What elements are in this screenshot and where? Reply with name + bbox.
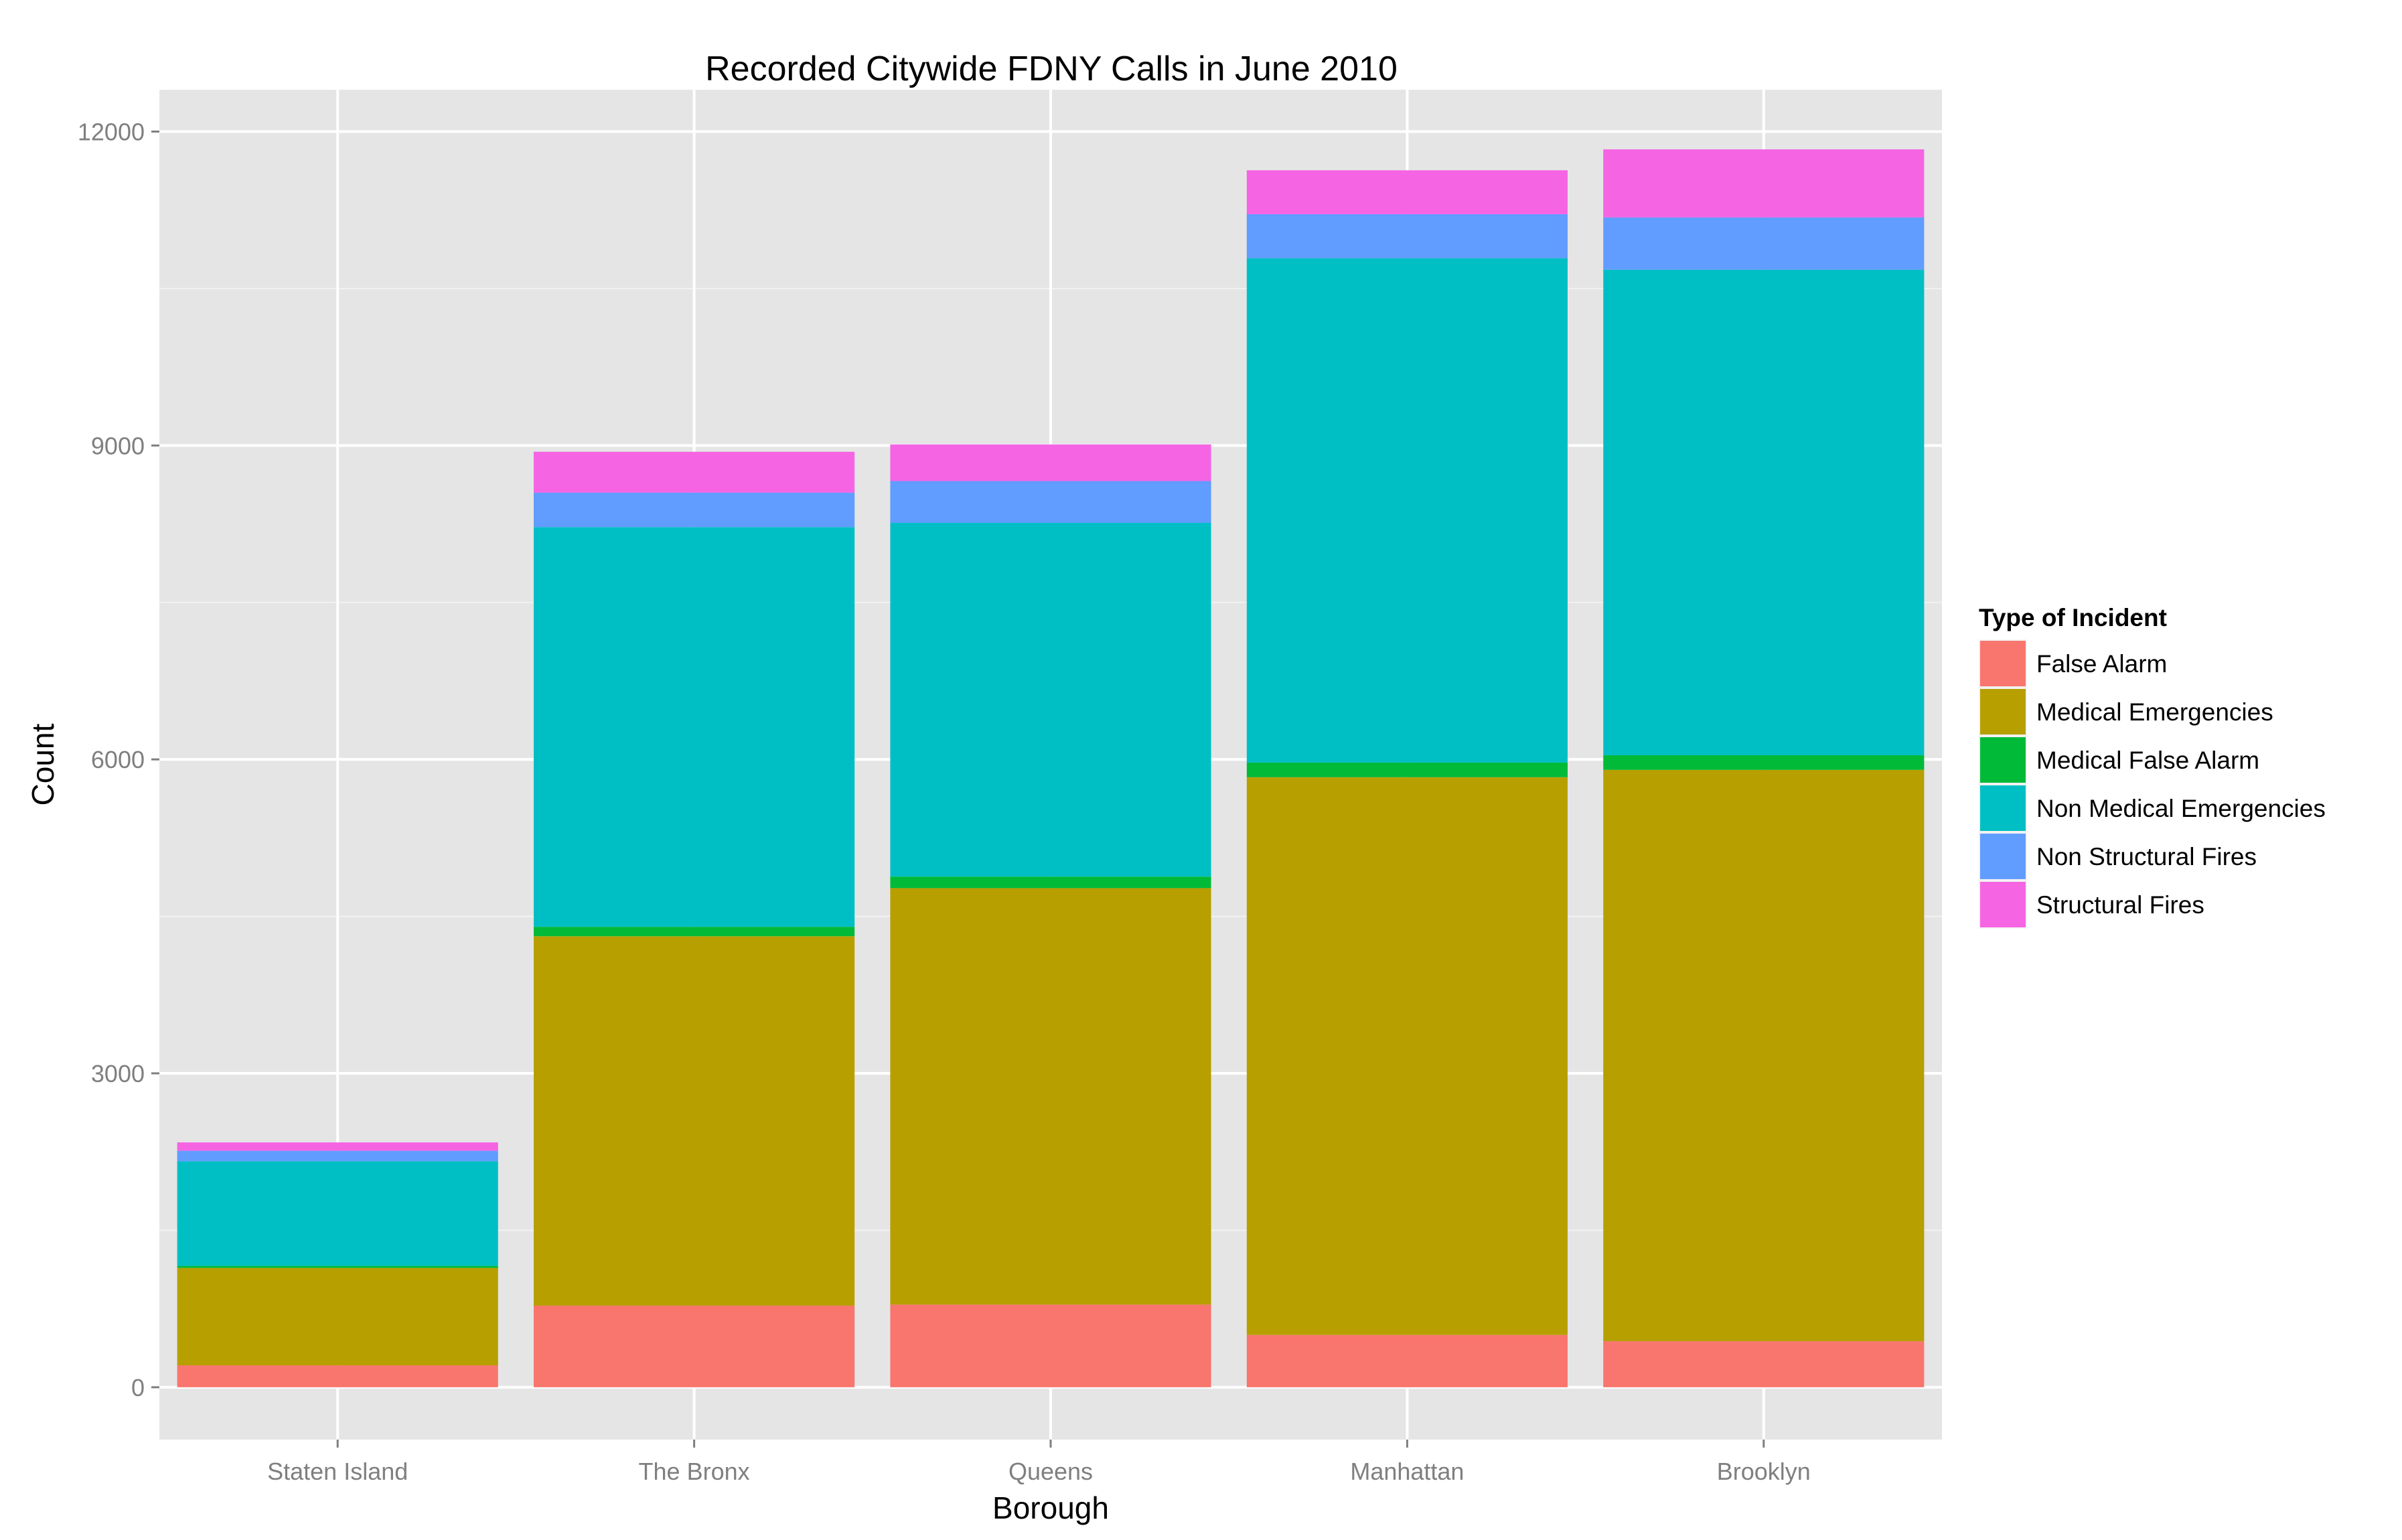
- x-tick-label: Manhattan: [1350, 1458, 1464, 1485]
- bar-segment: [1246, 777, 1568, 1335]
- legend-label: Medical Emergencies: [2036, 698, 2273, 726]
- x-tick-label: The Bronx: [639, 1458, 750, 1485]
- legend-label: Non Medical Emergencies: [2036, 795, 2326, 822]
- legend-items: False Alarm Medical Emergencies Medical Fa…: [1979, 639, 2326, 929]
- bar-segment: [1603, 269, 1925, 755]
- bar-segment: [1603, 217, 1925, 270]
- bar-segment: [890, 1304, 1211, 1387]
- legend-label: Medical False Alarm: [2036, 747, 2259, 774]
- bar-segment: [890, 888, 1211, 1305]
- x-axis-label: Borough: [992, 1490, 1109, 1525]
- legend-label: False Alarm: [2036, 650, 2167, 678]
- legend: Type of Incident False Alarm Medical Emer…: [1979, 604, 2326, 929]
- bars: [177, 149, 1925, 1387]
- legend-swatch: [1980, 882, 2026, 927]
- bar-segment: [1603, 149, 1925, 218]
- bar-segment: [890, 481, 1211, 523]
- bar-segment: [1246, 214, 1568, 258]
- x-tick-label: Queens: [1008, 1458, 1093, 1485]
- legend-label: Structural Fires: [2036, 891, 2204, 919]
- legend-swatch: [1980, 737, 2026, 783]
- y-tick-label: 6000: [91, 746, 145, 773]
- legend-label: Non Structural Fires: [2036, 843, 2257, 870]
- bar-segment: [534, 927, 855, 937]
- bar-segment: [177, 1267, 498, 1366]
- bar-segment: [534, 451, 855, 493]
- y-tick-label: 0: [131, 1374, 145, 1401]
- bar-segment: [177, 1161, 498, 1266]
- bar-segment: [177, 1150, 498, 1162]
- bar-segment: [1246, 762, 1568, 777]
- y-axis-label: Count: [25, 723, 60, 805]
- bar-segment: [1246, 1334, 1568, 1387]
- bar-segment: [1246, 170, 1568, 214]
- bar-segment: [534, 527, 855, 927]
- bar-segment: [890, 444, 1211, 481]
- bar-segment: [1603, 1341, 1925, 1387]
- y-tick-label: 3000: [91, 1060, 145, 1087]
- bar-segment: [534, 1305, 855, 1387]
- y-tick-label: 9000: [91, 432, 145, 459]
- bar-segment: [177, 1142, 498, 1151]
- y-tick-label: 12000: [78, 119, 145, 146]
- legend-swatch: [1980, 641, 2026, 686]
- bar-segment: [890, 522, 1211, 877]
- y-axis: 0 3000 6000 9000 12000: [78, 119, 159, 1401]
- bar-segment: [890, 876, 1211, 889]
- legend-swatch: [1980, 689, 2026, 735]
- bar-segment: [1603, 769, 1925, 1342]
- legend-swatch: [1980, 785, 2026, 831]
- bar-segment: [177, 1265, 498, 1268]
- x-tick-label: Brooklyn: [1717, 1458, 1811, 1485]
- bar-segment: [177, 1365, 498, 1387]
- bar-segment: [534, 936, 855, 1306]
- bar-segment: [1603, 755, 1925, 770]
- bar-segment: [1246, 258, 1568, 763]
- bar-segment: [534, 492, 855, 528]
- chart-title: Recorded Citywide FDNY Calls in June 201…: [705, 50, 1398, 88]
- x-tick-label: Staten Island: [267, 1458, 408, 1485]
- legend-title: Type of Incident: [1979, 604, 2167, 631]
- legend-swatch: [1980, 834, 2026, 879]
- x-axis: Staten Island The Bronx Queens Manhattan Bro…: [267, 1440, 1811, 1485]
